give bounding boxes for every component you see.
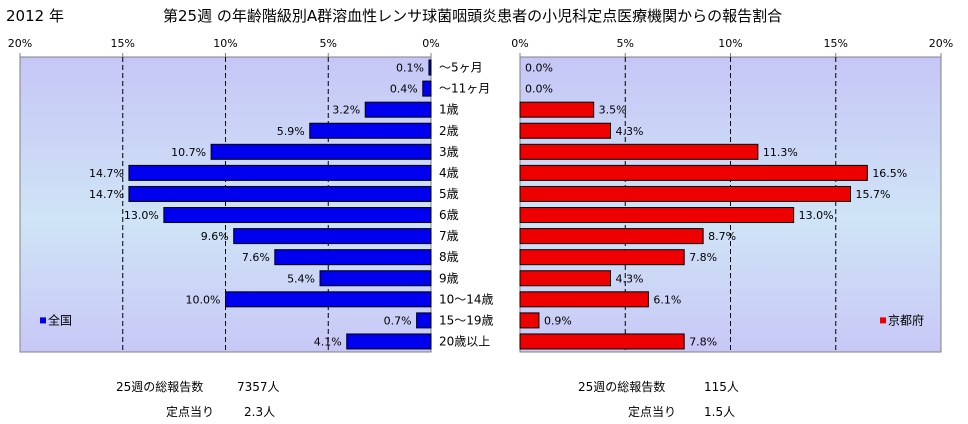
right-per-label: 定点当り xyxy=(628,405,677,419)
right-total-value: 115人 xyxy=(704,380,739,394)
left-bar xyxy=(364,101,432,118)
age-category-label: 3歳 xyxy=(439,145,459,159)
left-bar xyxy=(416,312,432,329)
left-bar-label: 10.7% xyxy=(171,146,206,159)
left-bar-label: 5.9% xyxy=(277,125,305,138)
right-bar xyxy=(519,270,612,287)
left-bar-label: 0.4% xyxy=(390,83,418,96)
right-tick-label: 20% xyxy=(929,37,953,50)
left-bar-label: 0.7% xyxy=(384,314,412,327)
left-bar xyxy=(233,228,432,245)
legend-swatch-kyoto xyxy=(880,317,886,324)
right-tick-label: 10% xyxy=(718,37,742,50)
chart-year: 2012 年 xyxy=(6,7,64,25)
left-bar-label: 5.4% xyxy=(287,272,315,285)
left-tick-label: 5% xyxy=(320,37,337,50)
right-tick-label: 5% xyxy=(617,37,634,50)
chart-title: 第25週 の年齢階級別A群溶血性レンサ球菌咽頭炎患者の小児科定点医療機関からの報… xyxy=(163,7,783,25)
legend-swatch-national xyxy=(40,317,46,324)
age-category-label: 〜5ヶ月 xyxy=(439,61,483,75)
left-bar xyxy=(319,270,432,287)
right-bar-label: 7.8% xyxy=(689,335,717,348)
left-bar-label: 13.0% xyxy=(124,209,159,222)
age-category-label: 20歳以上 xyxy=(439,334,490,348)
left-tick-label: 0% xyxy=(422,37,439,50)
left-bar-label: 14.7% xyxy=(89,167,124,180)
left-bar-label: 9.6% xyxy=(201,230,229,243)
right-bar xyxy=(519,249,685,266)
right-bar-label: 7.8% xyxy=(689,251,717,264)
age-category-label: 7歳 xyxy=(439,229,459,243)
age-category-label: 2歳 xyxy=(439,124,459,138)
age-category-label: 9歳 xyxy=(439,271,459,285)
right-bar-label: 4.3% xyxy=(616,125,644,138)
legend-label-national: 全国 xyxy=(48,312,72,327)
left-bar xyxy=(128,185,432,202)
left-tick-label: 10% xyxy=(213,37,237,50)
age-category-label: 15〜19歳 xyxy=(439,313,494,327)
age-category-label: 1歳 xyxy=(439,103,459,117)
left-bar-label: 14.7% xyxy=(89,188,124,201)
left-per-label: 定点当り xyxy=(166,405,215,419)
left-bar xyxy=(163,207,432,224)
right-total-label: 25週の総報告数 xyxy=(578,380,666,394)
left-bar xyxy=(309,122,432,139)
right-bar xyxy=(519,291,649,308)
left-total-label: 25週の総報告数 xyxy=(116,380,204,394)
left-per-value: 2.3人 xyxy=(244,405,276,419)
left-tick-label: 15% xyxy=(111,37,135,50)
left-bar-label: 4.1% xyxy=(314,335,342,348)
age-category-label: 8歳 xyxy=(439,250,459,264)
left-bar xyxy=(274,249,432,266)
left-bar xyxy=(128,164,432,181)
left-bar xyxy=(225,291,432,308)
left-bar xyxy=(422,80,432,97)
right-bar xyxy=(519,143,759,160)
left-total-value: 7357人 xyxy=(237,380,280,394)
age-category-label: 〜11ヶ月 xyxy=(439,82,490,96)
right-bar-label: 0.9% xyxy=(544,314,572,327)
left-bar-label: 0.1% xyxy=(396,62,424,75)
left-bar-label: 7.6% xyxy=(242,251,270,264)
right-bar xyxy=(519,185,851,202)
right-bar xyxy=(519,122,612,139)
age-category-label: 6歳 xyxy=(439,208,459,222)
age-category-label: 10〜14歳 xyxy=(439,292,494,306)
right-bar xyxy=(519,228,704,245)
age-category-label: 5歳 xyxy=(439,187,459,201)
left-bar xyxy=(346,333,432,350)
right-bar-label: 3.5% xyxy=(599,104,627,117)
right-tick-label: 15% xyxy=(824,37,848,50)
right-bar xyxy=(519,312,540,329)
right-bar-label: 4.3% xyxy=(616,272,644,285)
right-bar-label: 0.0% xyxy=(525,83,553,96)
age-category-label: 4歳 xyxy=(439,166,459,180)
left-bar xyxy=(210,143,432,160)
right-bar xyxy=(519,333,685,350)
right-bar xyxy=(519,207,795,224)
right-per-value: 1.5人 xyxy=(704,405,736,419)
right-bar-label: 0.0% xyxy=(525,62,553,75)
right-bar-label: 6.1% xyxy=(653,293,681,306)
left-bar-label: 10.0% xyxy=(186,293,221,306)
left-bar xyxy=(428,59,432,76)
right-bar-label: 16.5% xyxy=(872,167,907,180)
right-bar-label: 15.7% xyxy=(855,188,890,201)
right-bar-label: 11.3% xyxy=(763,146,798,159)
right-bar-label: 8.7% xyxy=(708,230,736,243)
right-bar-label: 13.0% xyxy=(799,209,834,222)
left-tick-label: 20% xyxy=(8,37,32,50)
right-tick-label: 0% xyxy=(511,37,528,50)
left-bar-label: 3.2% xyxy=(332,104,360,117)
legend-label-kyoto: 京都府 xyxy=(888,312,924,327)
right-bar xyxy=(519,101,595,118)
right-bar xyxy=(519,164,868,181)
